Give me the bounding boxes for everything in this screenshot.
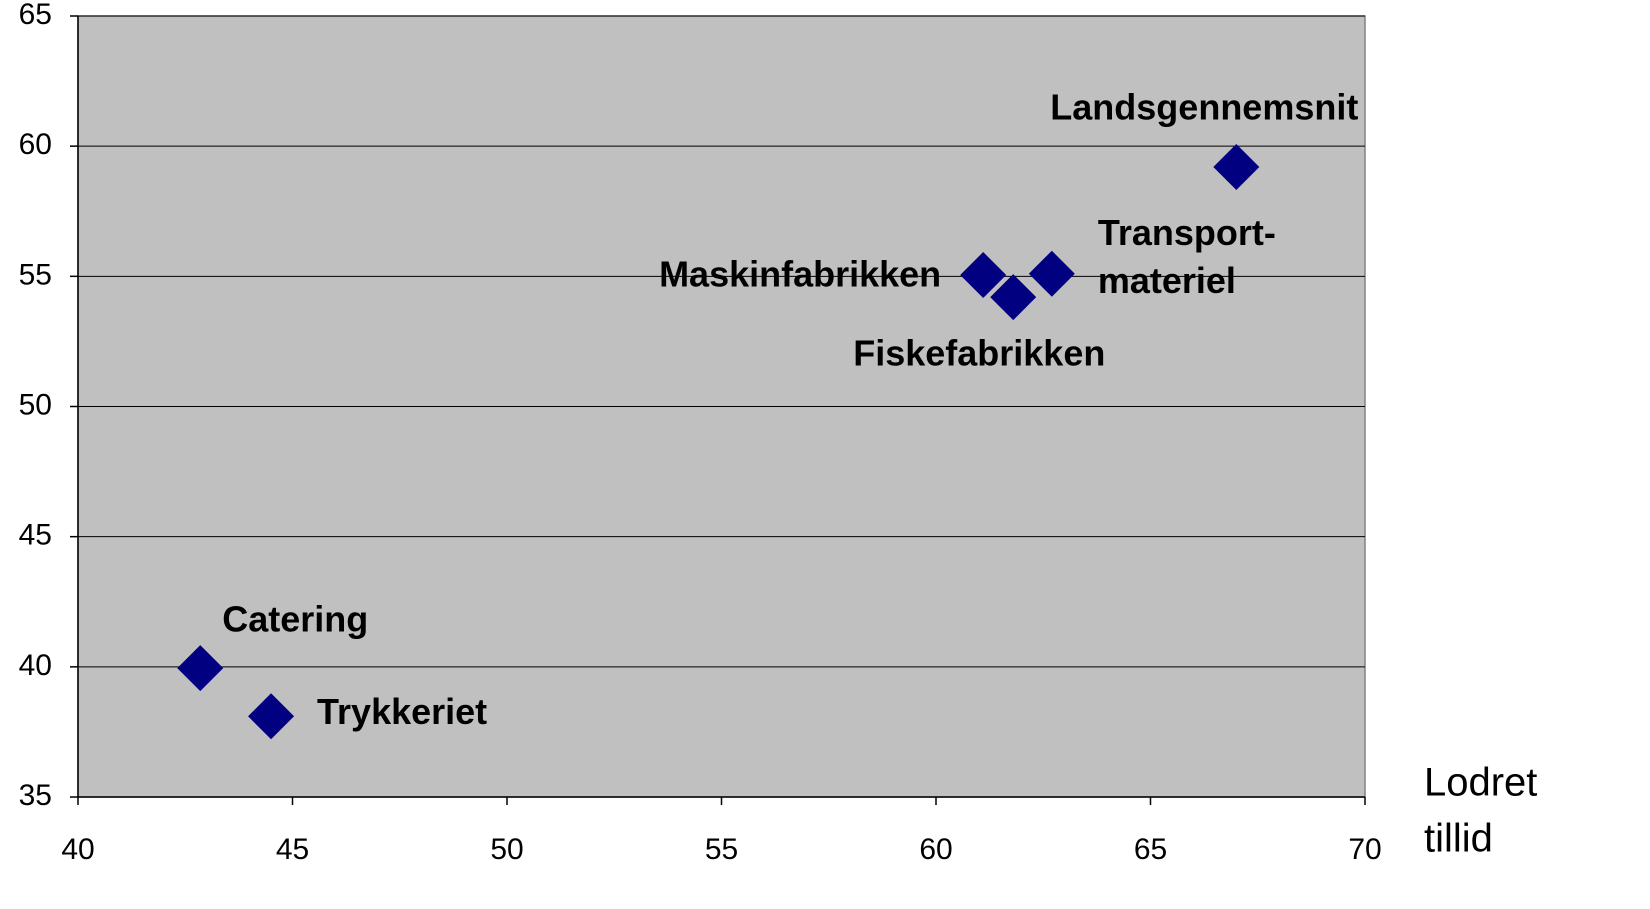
x-axis-label: Lodret [1424,761,1537,805]
y-tick-label: 40 [19,649,52,682]
point-label: Trykkeriet [317,691,487,732]
y-tick-label: 65 [19,0,52,31]
x-tick-label: 45 [276,833,309,866]
x-tick-label: 65 [1134,833,1167,866]
y-tick-label: 60 [19,128,52,161]
marker [960,252,1007,299]
x-tick-label: 50 [490,833,523,866]
marker [1213,143,1260,190]
x-tick-label: 40 [61,833,94,866]
point-label: Catering [222,599,368,640]
y-tick-label: 50 [19,388,52,421]
x-tick-label: 70 [1348,833,1381,866]
y-tick-label: 35 [19,779,52,812]
point-label: Fiskefabrikken [853,333,1105,374]
y-tick-label: 45 [19,519,52,552]
point-label: Landsgennemsnit [1050,87,1358,128]
y-tick-label: 55 [19,258,52,291]
marker [248,693,295,740]
point-label: Transport- [1098,212,1276,253]
marker [177,645,224,692]
x-tick-label: 60 [919,833,952,866]
x-axis-label: tillid [1424,817,1493,861]
marker [990,274,1037,321]
point-label: Maskinfabrikken [659,254,941,295]
marker [1028,250,1075,297]
point-label: materiel [1098,260,1236,301]
x-tick-label: 55 [705,833,738,866]
